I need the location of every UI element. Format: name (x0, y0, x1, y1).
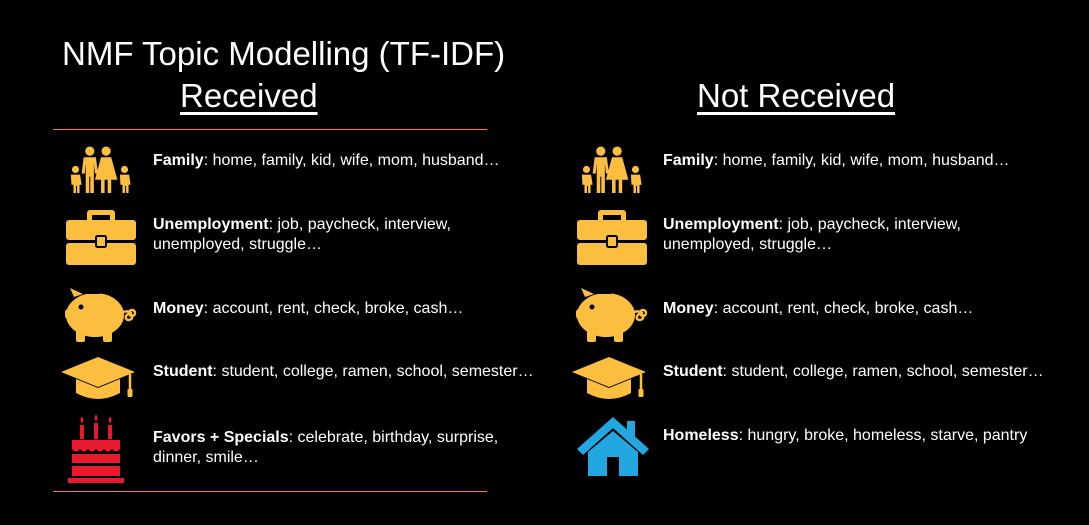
piggy-bank-icon (573, 287, 649, 343)
not-received-heading: Not Received (697, 77, 896, 114)
piggy-bank-icon (62, 287, 138, 343)
topic-text: Unemployment: job, paycheck, interview, … (153, 215, 451, 255)
family-icon (578, 146, 644, 195)
topic-text: Money: account, rent, check, broke, cash… (153, 299, 463, 319)
received-heading: Received (180, 77, 318, 114)
topic-text: Homeless: hungry, broke, homeless, starv… (663, 426, 1027, 446)
graduation-cap-icon (60, 356, 136, 402)
birthday-cake-icon (68, 414, 124, 484)
topic-keywords: : job, paycheck, interview, (268, 216, 451, 233)
topic-keywords: : student, college, ramen, school, semes… (722, 363, 1044, 380)
topic-keywords: : hungry, broke, homeless, starve, pantr… (738, 427, 1028, 444)
topic-keywords: : account, rent, check, broke, cash… (203, 300, 464, 317)
topic-keywords: : job, paycheck, interview, (778, 216, 961, 233)
topic-keywords: : home, family, kid, wife, mom, husband… (713, 152, 1010, 169)
topic-text: Student: student, college, ramen, school… (663, 362, 1044, 382)
topic-label: Student (663, 363, 723, 380)
briefcase-icon (576, 206, 648, 266)
topic-text: Student: student, college, ramen, school… (153, 362, 534, 382)
topic-text: Family: home, family, kid, wife, mom, hu… (153, 151, 500, 171)
family-icon (67, 146, 133, 195)
topic-text: Family: home, family, kid, wife, mom, hu… (663, 151, 1010, 171)
topic-keywords: : account, rent, check, broke, cash… (713, 300, 974, 317)
topic-label: Unemployment (663, 216, 779, 233)
topic-text: Money: account, rent, check, broke, cash… (663, 299, 973, 319)
bottom-divider (53, 491, 487, 492)
topic-keywords-continued: unemployed, struggle… (153, 236, 322, 253)
topic-keywords: : student, college, ramen, school, semes… (212, 363, 534, 380)
topic-label: Money (153, 300, 204, 317)
topic-label: Homeless (663, 427, 739, 444)
topic-text: Favors + Specials: celebrate, birthday, … (153, 428, 498, 468)
topic-text: Unemployment: job, paycheck, interview, … (663, 215, 961, 255)
topic-keywords-continued: unemployed, struggle… (663, 236, 832, 253)
topic-label: Family (663, 152, 714, 169)
topic-label: Unemployment (153, 216, 269, 233)
page-title: NMF Topic Modelling (TF-IDF) (62, 35, 506, 72)
topic-label: Money (663, 300, 714, 317)
topic-label: Family (153, 152, 204, 169)
topic-label: Favors + Specials (153, 429, 289, 446)
briefcase-icon (65, 206, 137, 266)
house-icon (575, 415, 651, 477)
topic-keywords: : home, family, kid, wife, mom, husband… (203, 152, 500, 169)
graduation-cap-icon (571, 356, 647, 402)
top-divider (53, 129, 487, 130)
topic-keywords-continued: dinner, smile… (153, 449, 259, 466)
topic-keywords: : celebrate, birthday, surprise, (288, 429, 499, 446)
topic-label: Student (153, 363, 213, 380)
